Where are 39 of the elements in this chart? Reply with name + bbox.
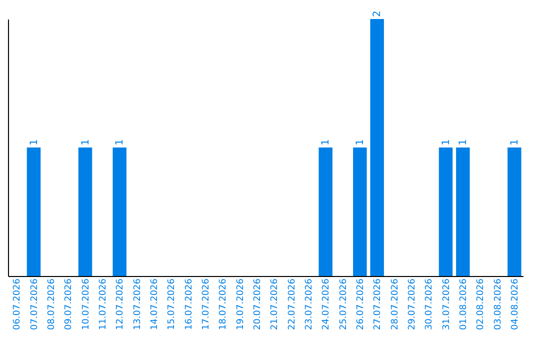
- x-tick-label: 07.07.2026: [30, 278, 40, 330]
- data-label: 1: [28, 139, 40, 146]
- x-tick-label: 24.07.2026: [322, 278, 332, 330]
- x-tick-label: 18.07.2026: [218, 278, 229, 330]
- x-tick-label: 27.07.2026: [373, 278, 384, 330]
- data-label: 1: [320, 139, 332, 146]
- data-label: 1: [354, 139, 366, 146]
- data-label: 1: [440, 139, 452, 146]
- data-label: 1: [509, 139, 520, 146]
- x-tick-label: 15.07.2026: [167, 278, 178, 330]
- x-tick-label: 28.07.2026: [390, 278, 400, 330]
- x-tick-label: 17.07.2026: [201, 278, 212, 330]
- x-tick-label: 21.07.2026: [270, 278, 280, 330]
- x-tick-label: 03.08.2026: [493, 278, 504, 330]
- x-tick-label: 19.07.2026: [236, 278, 246, 330]
- x-tick-label: 20.07.2026: [252, 278, 263, 330]
- x-tick-label: 30.07.2026: [424, 278, 435, 330]
- data-label: 1: [458, 139, 469, 146]
- x-tick-label: 29.07.2026: [407, 278, 418, 330]
- x-tick-label: 22.07.2026: [287, 278, 298, 330]
- data-label: 1: [80, 139, 92, 146]
- x-tick-label: 13.07.2026: [132, 278, 143, 330]
- x-tick-label: 09.07.2026: [64, 278, 74, 330]
- x-tick-label: 08.07.2026: [46, 278, 57, 330]
- x-tick-label: 02.08.2026: [476, 278, 486, 330]
- x-tick-label: 16.07.2026: [184, 278, 194, 330]
- x-tick-label: 23.07.2026: [304, 278, 314, 330]
- data-label: 1: [114, 139, 126, 146]
- x-tick-label: 25.07.2026: [338, 278, 349, 330]
- x-tick-label: 10.07.2026: [81, 278, 92, 330]
- x-tick-label: 11.07.2026: [98, 278, 108, 330]
- x-tick-label: 01.08.2026: [458, 278, 469, 330]
- x-tick-label: 26.07.2026: [356, 278, 366, 330]
- x-tick-label: 31.07.2026: [442, 278, 452, 330]
- x-tick-label: 06.07.2026: [12, 278, 23, 330]
- data-label: 2: [372, 10, 384, 17]
- x-tick-label: 12.07.2026: [116, 278, 126, 330]
- x-tick-label: 14.07.2026: [150, 278, 160, 330]
- x-tick-label: 04.08.2026: [510, 278, 520, 330]
